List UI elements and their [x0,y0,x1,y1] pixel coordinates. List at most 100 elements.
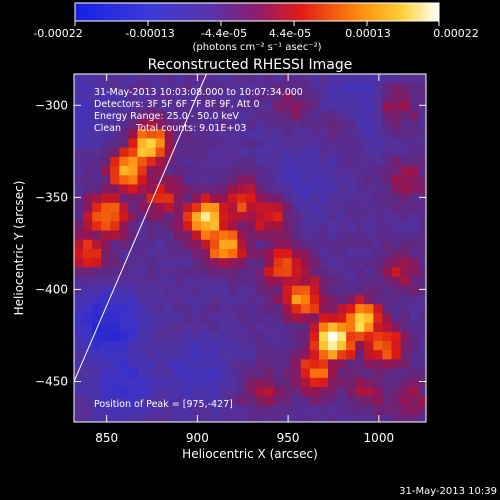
heatmap-cell [201,276,211,287]
heatmap-cell [210,248,220,259]
heatmap-cell [364,166,374,176]
heatmap-cell [273,212,284,222]
heatmap-cell [92,258,102,268]
heatmap-cell [282,239,293,250]
heatmap-cell [201,377,211,388]
heatmap-cell [382,359,393,370]
heatmap-cell [255,74,266,84]
heatmap-cell [210,202,220,213]
heatmap-cell [146,313,157,324]
heatmap-cell [400,248,411,259]
heatmap-cell [219,193,229,204]
heatmap-cell [210,230,220,241]
heatmap-cell [309,74,320,84]
heatmap-cell [346,193,356,204]
heatmap-cell [137,101,148,112]
heatmap-cell [83,202,93,213]
heatmap-cell [373,74,384,84]
heatmap-cell [146,350,157,360]
heatmap-cell [382,377,393,388]
heatmap-cell [137,313,148,324]
heatmap-cell [309,350,320,360]
heatmap-cell [400,414,411,422]
heatmap-cell [255,202,266,213]
heatmap-cell [255,294,266,305]
heatmap-cell [237,350,247,360]
heatmap-cell [373,276,384,287]
heatmap-cell [191,166,202,176]
heatmap-cell [74,396,84,407]
heatmap-cell [155,212,166,222]
plot-frame [73,73,427,423]
heatmap-cell [219,239,229,250]
heatmap-cell [282,147,293,158]
heatmap-cell [246,285,257,296]
heatmap-cell [74,267,84,278]
heatmap-cell [146,83,157,94]
heatmap-cell [101,322,111,333]
heatmap-cell [355,239,365,250]
heatmap-cell [391,368,402,379]
heatmap-cell [373,120,384,130]
heatmap-cell [382,340,393,351]
heatmap-cell [355,110,365,121]
heatmap-cell [137,92,148,103]
heatmap-cell [83,377,93,388]
heatmap-cell [228,239,238,250]
heatmap-cell [246,221,257,232]
heatmap-cell [210,120,220,130]
heatmap-cell [346,340,356,351]
heatmap-cell [409,230,420,241]
heatmap-cell [409,304,420,314]
heatmap-cell [155,368,166,379]
heatmap-cell [119,92,130,103]
colorbar-unit-label: (photons cm⁻² s⁻¹ asec⁻²) [192,42,321,53]
heatmap-cell [346,313,356,324]
heatmap-cell [273,166,284,176]
heatmap-cell [173,377,184,388]
heatmap-cell [155,414,166,422]
heatmap-cell [219,276,229,287]
heatmap-cell [391,147,402,158]
heatmap-cell [318,267,329,278]
heatmap-cell [128,414,139,422]
y-axis-label: Heliocentric Y (arcsec) [12,181,26,316]
heatmap-cell [291,92,302,103]
heatmap-cell [291,368,302,379]
heatmap-cell [318,359,329,370]
heatmap-cell [418,147,426,158]
heatmap-cell [309,120,320,130]
heatmap-cell [137,110,148,121]
heatmap-cell [400,221,411,232]
heatmap-cell [246,212,257,222]
heatmap-cell [364,92,374,103]
heatmap-cell [346,166,356,176]
heatmap-cell [273,101,284,112]
heatmap-cell [128,267,139,278]
heatmap-cell [400,147,411,158]
heatmap-cell [346,294,356,305]
heatmap-cell [92,350,102,360]
heatmap-cell [228,304,238,314]
heatmap-cell [355,221,365,232]
heatmap-cell [328,340,338,351]
heatmap-cell [128,193,139,204]
heatmap-cell [255,239,266,250]
heatmap-cell [137,175,148,186]
heatmap-cell [237,230,247,241]
heatmap-cell [219,350,229,360]
heatmap-cell [146,377,157,388]
heatmap-cell [92,202,102,213]
heatmap-cell [74,414,84,422]
heatmap-cell [282,258,293,268]
heatmap-cell [391,120,402,130]
heatmap-cell [255,221,266,232]
heatmap-cell [309,258,320,268]
heatmap-cell [264,276,275,287]
heatmap-cell [255,147,266,158]
heatmap-cell [400,405,411,416]
heatmap-cell [246,129,257,140]
heatmap-cell [110,387,120,397]
heatmap-cell [391,129,402,140]
heatmap-cell [291,101,302,112]
